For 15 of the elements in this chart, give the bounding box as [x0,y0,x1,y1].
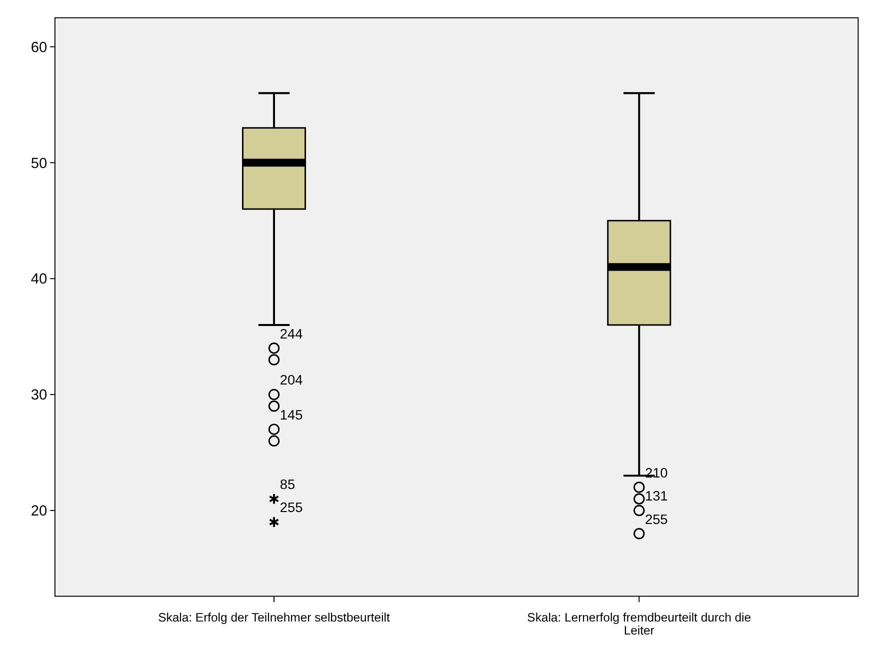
y-tick-label: 20 [30,504,48,520]
annotation: 244 [280,326,304,342]
annotation: 255 [280,500,304,516]
annotation: 145 [280,407,304,422]
annotation: 204 [280,372,304,388]
annotation: 85 [280,477,296,492]
annotation: 255 [644,512,668,527]
x-tick-label: Skala: Erfolg der Teilnehmer selbstbeurteilt [158,610,390,625]
annotation: 131 [644,488,668,504]
x-tick-label: Skala: Lernerfolg fremdbeurteilt durch die Leiter [527,610,752,638]
y-tick-label: 30 [30,388,48,404]
annotation: 210 [644,465,668,480]
y-tick-label: 60 [30,40,48,56]
y-tick-label: 50 [30,156,48,172]
y-tick-label: 40 [30,272,48,288]
